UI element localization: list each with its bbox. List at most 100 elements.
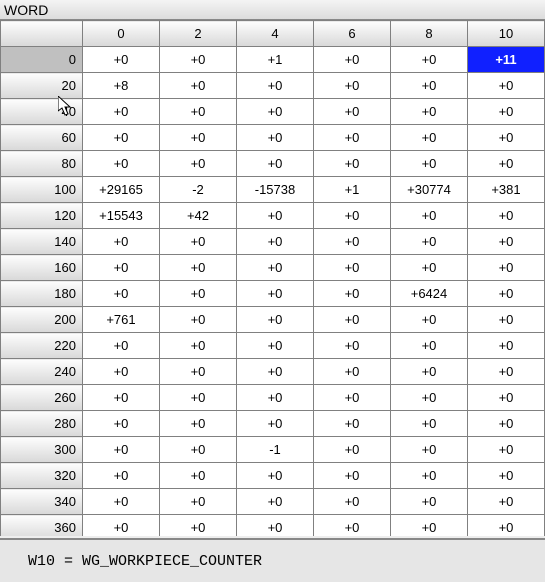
row-header[interactable]: 220 xyxy=(1,333,83,359)
data-cell[interactable]: +0 xyxy=(237,281,314,307)
data-cell[interactable]: -1 xyxy=(237,437,314,463)
data-cell[interactable]: +15543 xyxy=(83,203,160,229)
data-cell[interactable]: +0 xyxy=(468,203,545,229)
data-cell[interactable]: +381 xyxy=(468,177,545,203)
data-cell[interactable]: +0 xyxy=(468,411,545,437)
data-cell[interactable]: +1 xyxy=(237,47,314,73)
data-cell[interactable]: +0 xyxy=(160,73,237,99)
data-cell[interactable]: +0 xyxy=(237,125,314,151)
data-cell[interactable]: +42 xyxy=(160,203,237,229)
data-cell[interactable]: +0 xyxy=(468,333,545,359)
data-cell[interactable]: +30774 xyxy=(391,177,468,203)
data-cell[interactable]: +0 xyxy=(391,463,468,489)
data-cell[interactable]: +0 xyxy=(391,515,468,537)
data-cell[interactable]: +0 xyxy=(314,359,391,385)
data-cell[interactable]: +0 xyxy=(237,333,314,359)
data-cell[interactable]: +0 xyxy=(83,463,160,489)
col-header[interactable]: 8 xyxy=(391,21,468,47)
row-header[interactable]: 180 xyxy=(1,281,83,307)
data-cell[interactable]: +0 xyxy=(468,229,545,255)
data-cell[interactable]: +0 xyxy=(160,437,237,463)
data-cell[interactable]: +0 xyxy=(237,411,314,437)
col-header[interactable]: 0 xyxy=(83,21,160,47)
row-header[interactable]: 320 xyxy=(1,463,83,489)
data-cell[interactable]: +0 xyxy=(468,73,545,99)
data-cell[interactable]: +0 xyxy=(314,515,391,537)
data-cell[interactable]: +0 xyxy=(160,125,237,151)
data-cell[interactable]: +0 xyxy=(237,255,314,281)
data-cell[interactable]: +0 xyxy=(391,437,468,463)
data-cell[interactable]: +0 xyxy=(160,385,237,411)
data-cell[interactable]: +0 xyxy=(314,73,391,99)
row-header[interactable]: 60 xyxy=(1,125,83,151)
data-cell[interactable]: +0 xyxy=(237,359,314,385)
data-cell[interactable]: +0 xyxy=(468,437,545,463)
data-cell[interactable]: +0 xyxy=(83,99,160,125)
data-cell[interactable]: +0 xyxy=(314,385,391,411)
data-cell[interactable]: +0 xyxy=(160,307,237,333)
data-cell[interactable]: +0 xyxy=(160,359,237,385)
data-cell[interactable]: +0 xyxy=(468,281,545,307)
data-cell[interactable]: +6424 xyxy=(391,281,468,307)
data-cell[interactable]: +0 xyxy=(83,229,160,255)
corner-header[interactable] xyxy=(1,21,83,47)
data-cell[interactable]: +0 xyxy=(314,125,391,151)
data-cell[interactable]: +1 xyxy=(314,177,391,203)
data-cell[interactable]: +0 xyxy=(391,151,468,177)
data-cell[interactable]: +0 xyxy=(160,411,237,437)
row-header[interactable]: 360 xyxy=(1,515,83,537)
data-cell[interactable]: +0 xyxy=(83,385,160,411)
row-header[interactable]: 160 xyxy=(1,255,83,281)
data-cell[interactable]: +0 xyxy=(160,281,237,307)
data-cell[interactable]: +0 xyxy=(391,333,468,359)
row-header[interactable]: 100 xyxy=(1,177,83,203)
data-cell[interactable]: +0 xyxy=(391,307,468,333)
data-cell[interactable]: +0 xyxy=(83,151,160,177)
data-cell[interactable]: +0 xyxy=(391,125,468,151)
data-cell[interactable]: +0 xyxy=(237,307,314,333)
col-header[interactable]: 6 xyxy=(314,21,391,47)
table-scroll-area[interactable]: 0 2 4 6 8 10 0+0+0+1+0+0+1120+8+0+0+0+0+… xyxy=(0,20,545,536)
data-cell[interactable]: +0 xyxy=(314,99,391,125)
data-cell[interactable]: +0 xyxy=(468,125,545,151)
data-cell[interactable]: +0 xyxy=(237,203,314,229)
data-cell[interactable]: +0 xyxy=(391,99,468,125)
row-header[interactable]: 140 xyxy=(1,229,83,255)
data-cell[interactable]: +0 xyxy=(83,281,160,307)
col-header[interactable]: 4 xyxy=(237,21,314,47)
data-cell[interactable]: +0 xyxy=(314,151,391,177)
data-cell[interactable]: +0 xyxy=(314,229,391,255)
data-cell[interactable]: +0 xyxy=(468,307,545,333)
data-cell[interactable]: +0 xyxy=(314,203,391,229)
data-cell[interactable]: +0 xyxy=(237,463,314,489)
data-cell[interactable]: +0 xyxy=(314,307,391,333)
data-cell[interactable]: +761 xyxy=(83,307,160,333)
data-cell[interactable]: +0 xyxy=(83,489,160,515)
data-cell[interactable]: +0 xyxy=(391,385,468,411)
data-cell[interactable]: +0 xyxy=(83,515,160,537)
row-header[interactable]: 120 xyxy=(1,203,83,229)
data-cell[interactable]: +29165 xyxy=(83,177,160,203)
data-cell[interactable]: +0 xyxy=(468,385,545,411)
data-cell[interactable]: +0 xyxy=(160,489,237,515)
data-cell[interactable]: +0 xyxy=(83,359,160,385)
row-header[interactable]: 40 xyxy=(1,99,83,125)
data-cell[interactable]: +0 xyxy=(391,73,468,99)
data-cell[interactable]: +0 xyxy=(391,489,468,515)
data-cell[interactable]: +0 xyxy=(391,255,468,281)
data-cell[interactable]: +8 xyxy=(83,73,160,99)
data-cell[interactable]: +0 xyxy=(160,515,237,537)
data-cell[interactable]: +0 xyxy=(160,47,237,73)
data-cell[interactable]: +0 xyxy=(468,99,545,125)
data-cell[interactable]: +0 xyxy=(237,489,314,515)
data-cell[interactable]: +0 xyxy=(160,333,237,359)
data-cell[interactable]: +0 xyxy=(314,47,391,73)
data-cell[interactable]: +0 xyxy=(237,385,314,411)
row-header[interactable]: 280 xyxy=(1,411,83,437)
data-cell[interactable]: +0 xyxy=(391,229,468,255)
data-cell[interactable]: +0 xyxy=(391,359,468,385)
data-cell[interactable]: +11 xyxy=(468,47,545,73)
data-cell[interactable]: +0 xyxy=(160,151,237,177)
data-cell[interactable]: +0 xyxy=(391,47,468,73)
data-cell[interactable]: +0 xyxy=(237,229,314,255)
